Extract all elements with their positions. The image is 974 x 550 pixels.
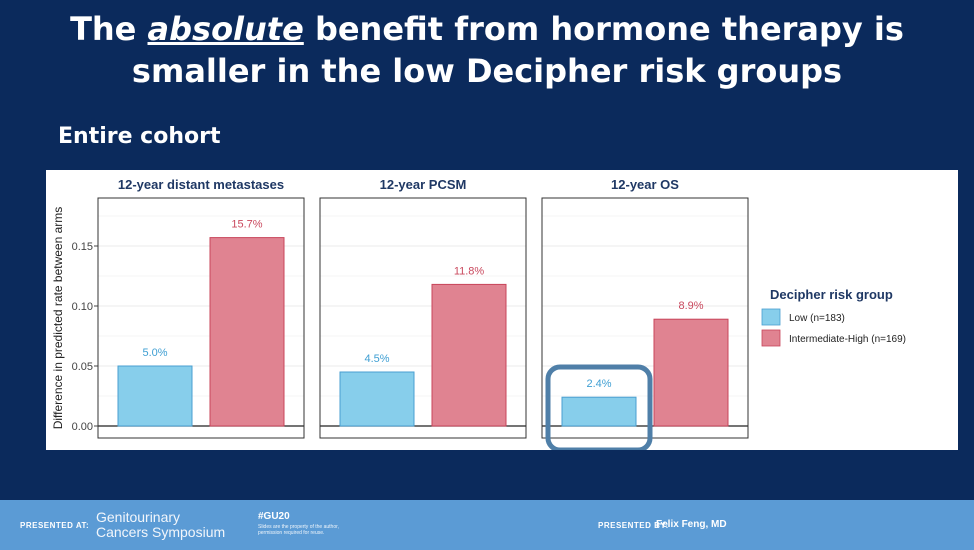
slide-title: The absolute benefit from hormone therap… [0, 8, 974, 92]
title-text-post: benefit from hormone therapy is smaller … [131, 10, 904, 90]
data-label: 5.0% [142, 347, 167, 359]
data-label: 2.4% [586, 378, 611, 390]
panel-title: 12-year distant metastases [118, 177, 284, 192]
y-axis-label: Difference in predicted rate between arm… [51, 207, 65, 430]
y-tick-label: 0.10 [72, 301, 93, 313]
y-tick-label: 0.15 [72, 241, 93, 253]
panel-title: 12-year OS [611, 177, 679, 192]
legend-swatch [761, 329, 781, 347]
bar [561, 396, 637, 427]
data-label: 15.7% [231, 219, 262, 231]
symposium-line-1: Genitourinary [96, 509, 181, 525]
bar [431, 283, 507, 427]
y-tick-label: 0.00 [72, 421, 93, 433]
panel-border [319, 197, 527, 439]
bar [339, 371, 415, 427]
bar [209, 237, 285, 427]
symposium-line-2: Cancers Symposium [96, 524, 226, 540]
legend-label: Intermediate-High (n=169) [789, 334, 906, 345]
data-label: 11.8% [454, 265, 485, 277]
presented-at-label: PRESENTED AT: [20, 521, 90, 530]
data-label: 4.5% [364, 353, 389, 365]
presented-by-label: PRESENTED BY: [598, 521, 669, 530]
title-text-pre: The [70, 10, 148, 48]
chart-container: Difference in predicted rate between arm… [46, 170, 958, 453]
bar-chart: Difference in predicted rate between arm… [51, 177, 906, 453]
data-label: 8.9% [678, 300, 703, 312]
legend-title: Decipher risk group [770, 287, 893, 302]
legend-label: Low (n=183) [789, 313, 845, 324]
slide-subtitle: Entire cohort [58, 124, 221, 149]
symposium-logo: Genitourinary Cancers Symposium [96, 510, 225, 540]
presenter-name: Felix Feng, MD [656, 519, 727, 530]
panel-border [97, 197, 305, 439]
panel-border [541, 197, 749, 439]
footer-bar: PRESENTED AT: Genitourinary Cancers Symp… [0, 500, 974, 550]
panel-title: 12-year PCSM [380, 177, 467, 192]
bar [117, 365, 193, 427]
legend-swatch [761, 308, 781, 326]
copyright-note: Slides are the property of the author, p… [258, 524, 339, 536]
bar [653, 318, 729, 427]
y-tick-label: 0.05 [72, 361, 93, 373]
hashtag: #GU20 [258, 511, 290, 522]
title-emphasis: absolute [147, 10, 304, 48]
